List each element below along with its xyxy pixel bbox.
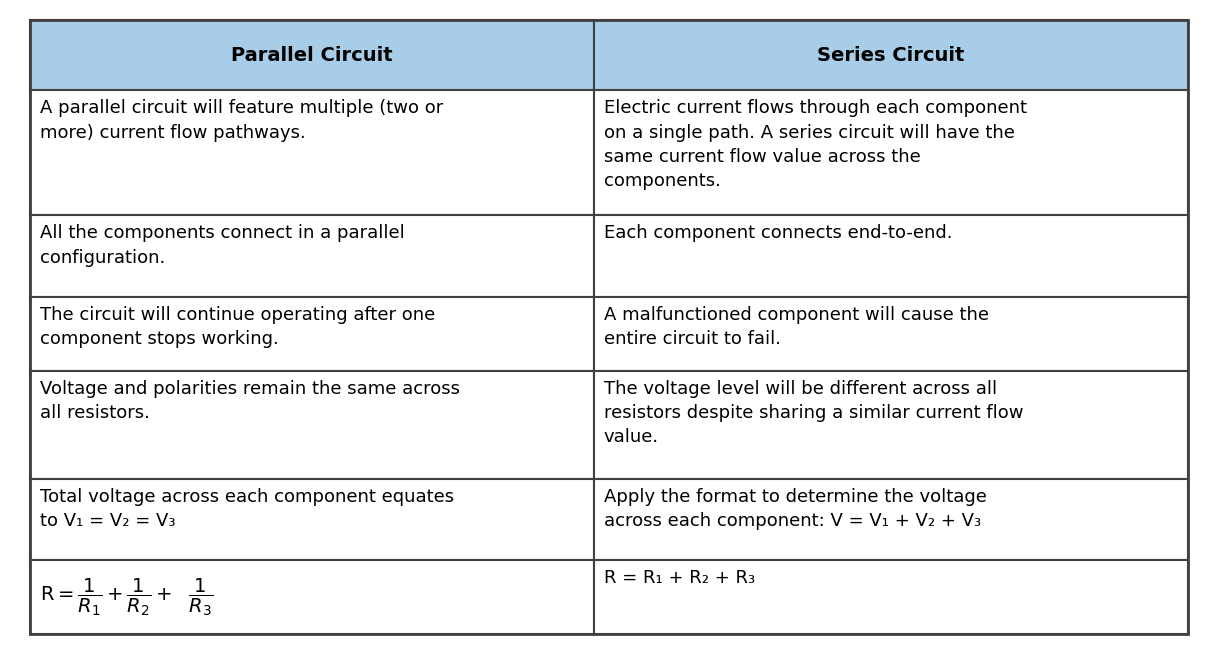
Bar	[30, 90, 594, 215]
Text: Series Circuit: Series Circuit	[817, 46, 965, 65]
Text: Voltage and polarities remain the same across
all resistors.: Voltage and polarities remain the same a…	[40, 380, 460, 422]
Bar	[30, 215, 594, 297]
Bar	[30, 560, 594, 634]
Text: Each component connects end-to-end.: Each component connects end-to-end.	[604, 224, 952, 242]
Bar	[594, 371, 1188, 479]
Text: Electric current flows through each component
on a single path. A series circuit: Electric current flows through each comp…	[604, 99, 1027, 190]
Text: Apply the format to determine the voltage
across each component: V = V₁ + V₂ + V: Apply the format to determine the voltag…	[604, 487, 987, 530]
Text: R = R₁ + R₂ + R₃: R = R₁ + R₂ + R₃	[604, 569, 755, 587]
Text: A parallel circuit will feature multiple (two or
more) current flow pathways.: A parallel circuit will feature multiple…	[40, 99, 443, 142]
Bar	[30, 371, 594, 479]
Bar	[30, 479, 594, 560]
Text: A malfunctioned component will cause the
entire circuit to fail.: A malfunctioned component will cause the…	[604, 306, 989, 348]
Bar	[594, 297, 1188, 371]
Bar	[30, 20, 594, 90]
Bar	[594, 20, 1188, 90]
Bar	[594, 215, 1188, 297]
Bar	[594, 479, 1188, 560]
Bar	[594, 90, 1188, 215]
Text: All the components connect in a parallel
configuration.: All the components connect in a parallel…	[40, 224, 404, 267]
Text: Parallel Circuit: Parallel Circuit	[231, 46, 392, 65]
Bar	[594, 560, 1188, 634]
Text: The voltage level will be different across all
resistors despite sharing a simil: The voltage level will be different acro…	[604, 380, 1023, 446]
Text: $\mathregular{R} = \dfrac{1}{R_1} + \dfrac{1}{R_2} +\ \ \dfrac{1}{R_3}$: $\mathregular{R} = \dfrac{1}{R_1} + \dfr…	[40, 576, 213, 618]
Bar	[30, 297, 594, 371]
Text: The circuit will continue operating after one
component stops working.: The circuit will continue operating afte…	[40, 306, 435, 348]
Text: Total voltage across each component equates
to V₁ = V₂ = V₃: Total voltage across each component equa…	[40, 487, 454, 530]
